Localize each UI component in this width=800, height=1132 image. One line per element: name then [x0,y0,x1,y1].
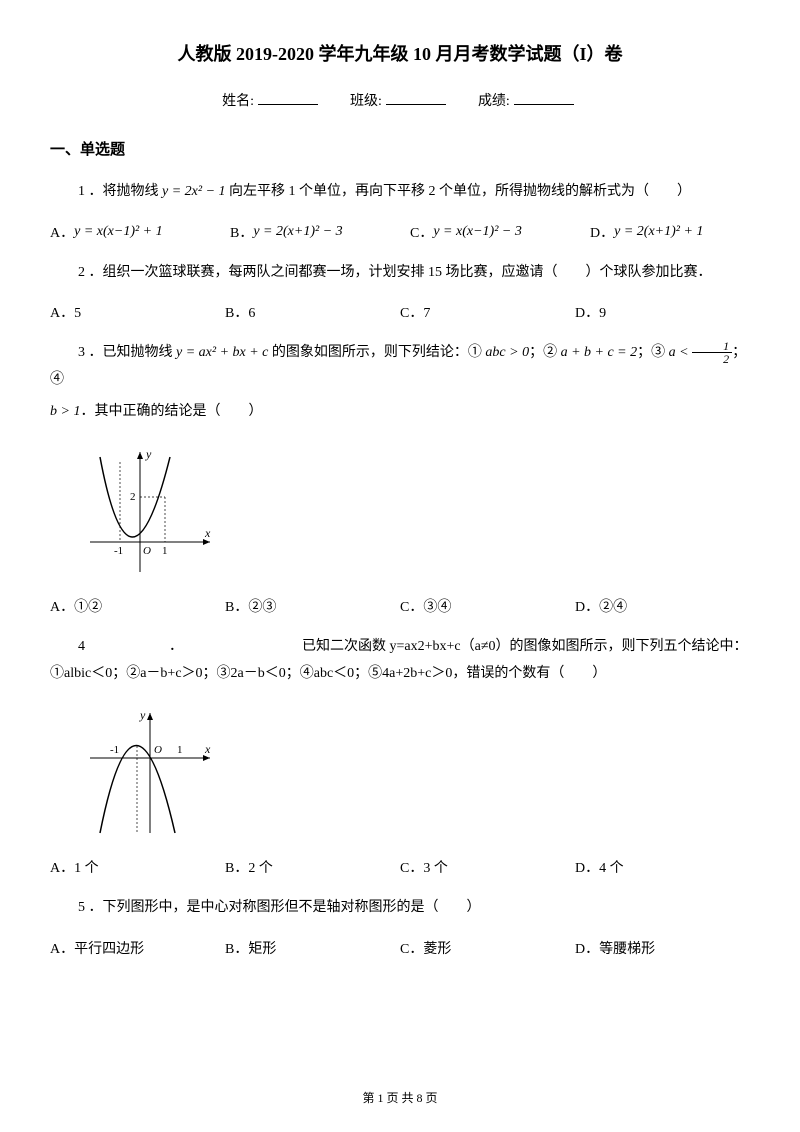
q3-c4: b > 1 [50,404,80,419]
question-2: 2 ．组织一次篮球联赛，每两队之间都赛一场，计划安排 15 场比赛，应邀请（ ）… [50,260,750,287]
svg-text:2: 2 [130,491,136,503]
svg-text:-1: -1 [110,744,119,756]
q2-opt-b: B．6 [225,302,400,322]
q4-graph: -1 1 O x y [80,703,220,843]
q3-c1: abc > 0 [485,345,529,360]
q5-opt-b: B．矩形 [225,938,400,958]
svg-text:x: x [204,526,211,540]
q3-opt-c: C．③④ [400,596,575,616]
parabola-down-icon: -1 1 O x y [80,703,220,843]
svg-text:-1: -1 [114,545,123,557]
q4-opt-a: A．1 个 [50,857,225,877]
q1-post: 向左平移 1 个单位，再向下平移 2 个单位，所得抛物线的解析式为（ ） [226,184,692,199]
question-5: 5 ．下列图形中，是中心对称图形但不是轴对称图形的是（ ） [50,895,750,922]
q1-formula: y = 2x² − 1 [162,184,226,199]
q3-formula: y = ax² + bx + c [176,345,268,360]
q3-c2: a + b + c = 2 [561,345,638,360]
q3-frac: 12 [692,340,732,365]
q3-options: A．①② B．②③ C．③④ D．②④ [50,596,750,616]
q3-sep1: ；② [529,345,561,360]
class-label: 班级: [350,94,382,109]
score-label: 成绩: [478,94,510,109]
svg-text:y: y [139,708,146,722]
q2-opt-c: C．7 [400,302,575,322]
q2-opt-a: A．5 [50,302,225,322]
question-3: 3 ．已知抛物线 y = ax² + bx + c 的图象如图所示，则下列结论：… [50,340,750,393]
parabola-up-icon: -1 1 2 O x y [80,442,220,582]
q2-opt-d: D．9 [575,302,750,322]
q4-opt-c: C．3 个 [400,857,575,877]
q2-options: A．5 B．6 C．7 D．9 [50,302,750,322]
svg-text:O: O [143,545,151,557]
q1-opt-d: D．y = 2(x+1)² + 1 [590,222,750,242]
score-blank [514,104,574,105]
q1-opt-a-f: y = x(x−1)² + 1 [74,224,163,240]
q3-mid: 的图象如图所示，则下列结论：① [268,345,485,360]
q4-options: A．1 个 B．2 个 C．3 个 D．4 个 [50,857,750,877]
svg-text:y: y [145,447,152,461]
name-label: 姓名: [222,94,254,109]
svg-text:O: O [154,744,162,756]
q3-opt-a: A．①② [50,596,225,616]
q3-c3pre: a < [669,345,692,360]
q1-opt-c-f: y = x(x−1)² − 3 [433,224,522,240]
svg-text:1: 1 [177,744,183,756]
q5-options: A．平行四边形 B．矩形 C．菱形 D．等腰梯形 [50,938,750,958]
svg-text:x: x [204,742,211,756]
q1-opt-b-f: y = 2(x+1)² − 3 [253,224,342,240]
page-footer: 第 1 页 共 8 页 [0,1089,800,1106]
q3-post: ．其中正确的结论是（ ） [80,404,262,419]
q5-opt-c: C．菱形 [400,938,575,958]
q3-opt-d: D．②④ [575,596,750,616]
q1-opt-b: B．y = 2(x+1)² − 3 [230,222,390,242]
q5-opt-d: D．等腰梯形 [575,938,750,958]
question-3b: b > 1．其中正确的结论是（ ） [50,399,750,426]
q5-opt-a: A．平行四边形 [50,938,225,958]
page-title: 人教版 2019-2020 学年九年级 10 月月考数学试题（I）卷 [50,40,750,66]
class-blank [386,104,446,105]
q4-opt-d: D．4 个 [575,857,750,877]
q3-sep2: ；③ [637,345,669,360]
q3-pre: 3 ．已知抛物线 [78,345,176,360]
q1-opt-d-f: y = 2(x+1)² + 1 [614,224,703,240]
question-1: 1 ．将抛物线 y = 2x² − 1 向左平移 1 个单位，再向下平移 2 个… [50,179,750,206]
q3-graph: -1 1 2 O x y [80,442,220,582]
q1-pre: 1 ．将抛物线 [78,184,162,199]
q3-opt-b: B．②③ [225,596,400,616]
question-4: 4 ． 已知二次函数 y=ax2+bx+c（a≠0）的图像如图所示，则下列五个结… [50,634,750,687]
name-blank [258,104,318,105]
q4-opt-b: B．2 个 [225,857,400,877]
svg-text:1: 1 [162,545,168,557]
meta-row: 姓名: 班级: 成绩: [50,90,750,110]
q1-options: A．y = x(x−1)² + 1 B．y = 2(x+1)² − 3 C．y … [50,222,750,242]
q1-opt-a: A．y = x(x−1)² + 1 [50,222,210,242]
q1-opt-c: C．y = x(x−1)² − 3 [410,222,570,242]
section-header: 一、单选题 [50,138,750,159]
